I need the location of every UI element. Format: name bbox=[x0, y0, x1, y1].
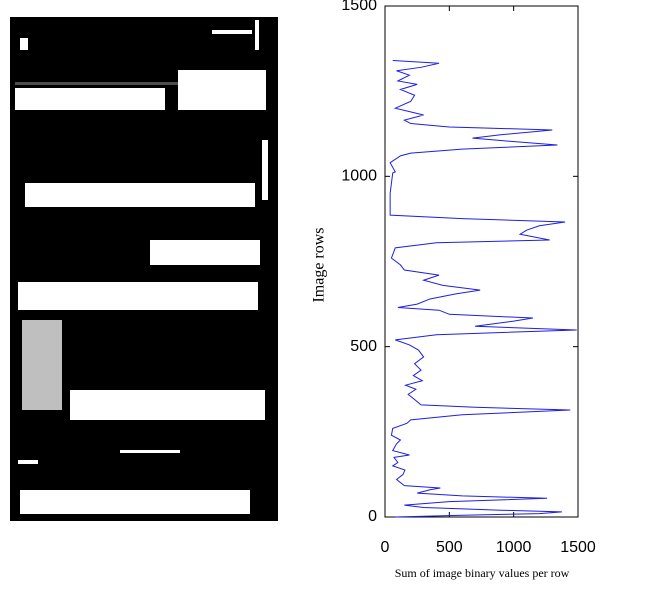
y-tick-label: 0 bbox=[368, 508, 377, 525]
image-strokes bbox=[15, 20, 268, 514]
x-tick-label: 500 bbox=[436, 539, 463, 556]
x-tick-label: 0 bbox=[381, 539, 390, 556]
profile-line bbox=[389, 60, 577, 518]
manuscript-image bbox=[10, 17, 278, 521]
y-tick-label: 1500 bbox=[341, 0, 377, 14]
y-tick-label: 500 bbox=[350, 338, 377, 355]
x-tick-label: 1500 bbox=[560, 539, 596, 556]
axes-box bbox=[384, 5, 579, 518]
y-axis-label: Image rows bbox=[311, 227, 328, 302]
x-tick-label: 1000 bbox=[496, 539, 532, 556]
y-tick-label: 1000 bbox=[341, 168, 377, 185]
x-axis-label: Sum of image binary values per row bbox=[395, 566, 570, 580]
plot-area bbox=[384, 5, 579, 518]
